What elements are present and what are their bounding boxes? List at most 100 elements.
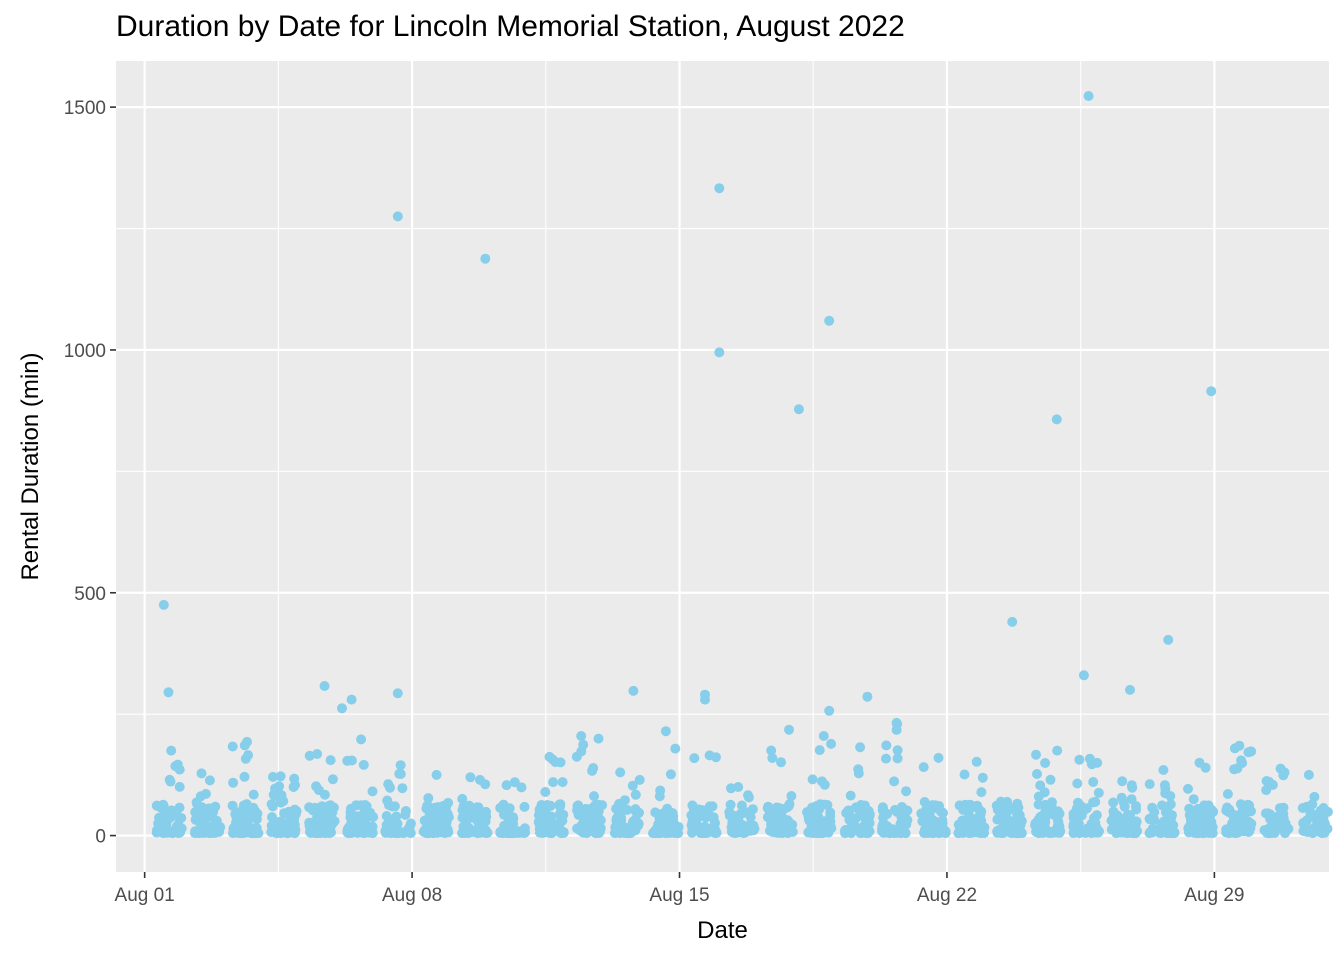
data-point-1160 (890, 804, 900, 815)
data-point-1695 (1242, 800, 1253, 811)
data-point-363 (346, 803, 356, 814)
data-point-640 (548, 777, 559, 788)
data-point-1811 (628, 685, 639, 696)
data-point-296 (310, 802, 320, 813)
data-point-1511 (1131, 804, 1142, 815)
data-point-173 (237, 812, 248, 822)
data-point-1384 (1045, 774, 1056, 785)
data-point-1796 (1316, 819, 1327, 830)
data-point-1355 (992, 804, 1003, 815)
data-point-371 (358, 800, 369, 811)
data-point-1704 (1236, 819, 1247, 830)
data-point-413 (395, 769, 406, 779)
data-point-1154 (889, 776, 900, 787)
data-point-1050 (819, 779, 830, 790)
x-tick-label-1: Aug 08 (382, 885, 442, 906)
data-point-776 (627, 780, 638, 791)
data-point-90 (211, 815, 222, 826)
data-point-1576 (1163, 807, 1174, 818)
data-point-1630 (1192, 803, 1203, 814)
data-point-1705 (1222, 789, 1233, 799)
y-axis: 0 500 1000 1500 (64, 98, 116, 848)
data-point-486 (431, 769, 442, 780)
y-tick-label-0: 0 (95, 827, 106, 848)
data-point-993 (776, 757, 786, 768)
data-point-1530 (1120, 813, 1131, 824)
data-point-856 (689, 753, 700, 764)
data-point-1818 (824, 705, 835, 716)
data-point-1358 (995, 796, 1006, 807)
data-point-1133 (892, 745, 903, 756)
data-point-895 (704, 801, 715, 812)
data-point-540 (458, 821, 469, 832)
data-point-1512 (1126, 780, 1137, 791)
data-point-1815 (714, 347, 725, 358)
data-point-373 (356, 734, 367, 745)
data-point-837 (657, 826, 668, 837)
data-point-885 (687, 827, 697, 838)
data-point-1105 (859, 800, 870, 811)
data-point-1259 (959, 769, 970, 780)
data-point-894 (687, 800, 698, 811)
data-point-162 (239, 771, 250, 782)
data-point-1578 (1147, 823, 1158, 834)
data-point-1066 (823, 821, 834, 832)
data-point-551 (519, 801, 530, 812)
data-point-1258 (976, 787, 987, 798)
data-point-306 (324, 825, 335, 836)
data-point-47 (159, 807, 170, 818)
data-point-1748 (1264, 776, 1275, 787)
data-point-1343 (992, 814, 1003, 825)
data-point-534 (472, 802, 483, 813)
data-point-421 (395, 760, 406, 771)
data-point-1801 (1304, 804, 1315, 815)
data-point-370 (350, 818, 361, 829)
data-point-1699 (1224, 805, 1235, 816)
data-point-1766 (1309, 791, 1320, 802)
data-point-125 (243, 750, 254, 761)
data-point-1753 (1275, 763, 1286, 774)
data-point-1012 (784, 724, 794, 735)
data-point-1819 (862, 691, 873, 702)
y-tick-label-3: 1500 (64, 98, 106, 119)
data-point-537 (474, 827, 485, 838)
data-point-1001 (772, 809, 783, 820)
data-point-1422 (1052, 745, 1063, 756)
data-point-242 (289, 828, 300, 839)
data-point-1441 (1093, 787, 1104, 798)
data-point-1622 (1183, 783, 1193, 794)
data-point-1176 (881, 827, 892, 838)
data-point-693 (589, 791, 599, 802)
data-point-1472 (1072, 778, 1083, 789)
data-point-311 (312, 749, 323, 759)
data-point-1353 (1013, 820, 1024, 831)
data-point-172 (246, 828, 257, 839)
data-point-770 (634, 774, 645, 785)
data-point-888 (698, 825, 709, 836)
data-point-947 (725, 799, 736, 810)
data-point-1059 (822, 800, 833, 810)
data-point-1063 (807, 802, 817, 813)
data-point-302 (321, 808, 332, 819)
data-point-1804 (163, 687, 174, 698)
data-point-1119 (841, 808, 852, 818)
data-point-1360 (1040, 758, 1051, 768)
data-point-1823 (1083, 91, 1094, 101)
data-point-1807 (346, 694, 357, 705)
data-point-438 (423, 793, 434, 804)
data-point-401 (383, 779, 394, 790)
data-point-1671 (1243, 747, 1254, 758)
data-point-840 (658, 819, 669, 830)
data-point-1639 (1194, 757, 1205, 768)
data-point-313 (342, 755, 353, 766)
data-point-1070 (818, 731, 829, 741)
data-point-240 (285, 814, 296, 825)
data-point-1178 (891, 717, 902, 728)
data-point-601 (557, 777, 568, 788)
data-point-1067 (815, 827, 826, 838)
data-point-1161 (902, 805, 913, 816)
data-point-243 (273, 818, 284, 829)
data-point-35 (170, 761, 181, 772)
data-point-666 (576, 746, 587, 757)
data-point-482 (422, 803, 433, 814)
